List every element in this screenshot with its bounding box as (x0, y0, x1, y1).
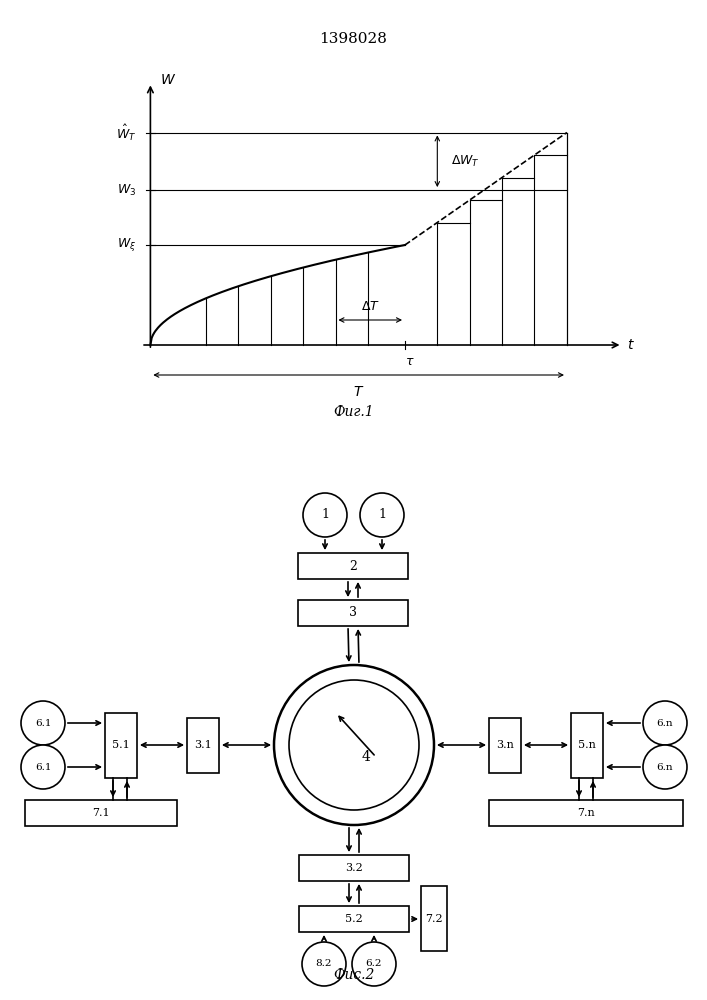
Bar (105, 713, 137, 778)
Bar (299, 906, 409, 932)
Text: $\hat{W}_T$: $\hat{W}_T$ (116, 122, 136, 143)
Text: 4: 4 (361, 750, 370, 764)
Text: $T$: $T$ (353, 385, 364, 399)
Text: 5.2: 5.2 (345, 914, 363, 924)
Text: 8.2: 8.2 (316, 960, 332, 968)
Text: $\tau$: $\tau$ (404, 355, 414, 368)
Text: 2: 2 (349, 560, 357, 572)
Text: Фис.2: Фис.2 (333, 968, 375, 982)
Bar (298, 600, 408, 626)
Bar (421, 886, 447, 951)
Text: 1: 1 (378, 508, 386, 522)
Text: $\Delta T$: $\Delta T$ (361, 300, 380, 312)
Text: 3.1: 3.1 (194, 740, 212, 750)
Bar (489, 800, 683, 826)
Text: 6.n: 6.n (657, 718, 673, 728)
Text: 6.1: 6.1 (35, 718, 51, 728)
Bar (489, 718, 521, 773)
Text: $W_\xi$: $W_\xi$ (117, 236, 136, 253)
Circle shape (303, 493, 347, 537)
Text: 7.1: 7.1 (92, 808, 110, 818)
Text: 5.1: 5.1 (112, 740, 130, 750)
Circle shape (643, 745, 687, 789)
Text: 7.n: 7.n (577, 808, 595, 818)
Text: 1398028: 1398028 (320, 32, 387, 46)
Text: $W$: $W$ (160, 73, 176, 87)
Circle shape (360, 493, 404, 537)
Text: 3.n: 3.n (496, 740, 514, 750)
Text: $\Delta W_T$: $\Delta W_T$ (451, 154, 480, 169)
Bar (299, 855, 409, 881)
Bar (571, 713, 603, 778)
Text: 5.n: 5.n (578, 740, 596, 750)
Text: $W_3$: $W_3$ (117, 182, 136, 198)
Circle shape (302, 942, 346, 986)
Text: 1: 1 (321, 508, 329, 522)
Bar (25, 800, 177, 826)
Text: 3.2: 3.2 (345, 863, 363, 873)
Text: 7.2: 7.2 (425, 914, 443, 924)
Circle shape (352, 942, 396, 986)
Bar (187, 718, 219, 773)
Text: $t$: $t$ (627, 338, 635, 352)
Circle shape (21, 745, 65, 789)
Text: 6.1: 6.1 (35, 762, 51, 772)
Text: 6.2: 6.2 (366, 960, 382, 968)
Circle shape (21, 701, 65, 745)
Circle shape (289, 680, 419, 810)
Circle shape (274, 665, 434, 825)
Text: Фиг.1: Фиг.1 (333, 405, 374, 419)
Text: 3: 3 (349, 606, 357, 619)
Text: 6.n: 6.n (657, 762, 673, 772)
Bar (298, 553, 408, 579)
Circle shape (643, 701, 687, 745)
